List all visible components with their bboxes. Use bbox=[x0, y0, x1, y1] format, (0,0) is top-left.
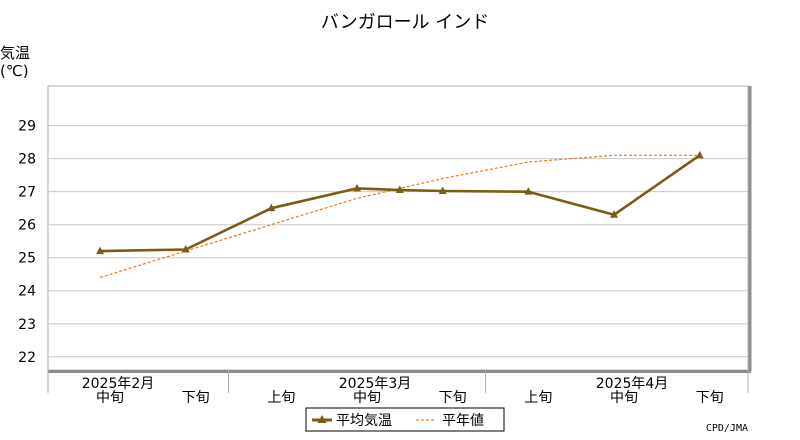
legend-label-normal: 平年値 bbox=[442, 413, 484, 429]
y-tick-label: 28 bbox=[18, 152, 36, 168]
y-tick-label: 24 bbox=[18, 284, 36, 300]
data-point-mean bbox=[695, 150, 704, 159]
x-tick-label: 中旬 bbox=[96, 390, 124, 406]
y-axis-label: 気温 bbox=[0, 44, 30, 62]
legend-marker-mean bbox=[317, 415, 327, 423]
y-tick-label: 25 bbox=[18, 251, 36, 267]
y-tick-label: 22 bbox=[18, 350, 36, 366]
x-tick-label: 中旬 bbox=[610, 390, 638, 406]
x-tick-label: 下旬 bbox=[439, 390, 467, 406]
data-point-mean bbox=[610, 210, 619, 218]
y-axis-unit: (℃) bbox=[0, 62, 29, 80]
x-month-label: 2025年3月 bbox=[339, 376, 412, 392]
y-tick-label: 27 bbox=[18, 185, 36, 201]
x-tick-label: 中旬 bbox=[353, 390, 381, 406]
x-month-label: 2025年2月 bbox=[82, 376, 155, 392]
plot-area bbox=[47, 85, 749, 371]
credit-label: CPD/JMA bbox=[706, 423, 748, 434]
data-point-mean bbox=[395, 185, 404, 194]
data-point-mean bbox=[438, 186, 447, 195]
legend: 平均気温 平年値 bbox=[305, 407, 505, 432]
data-point-mean bbox=[96, 246, 104, 255]
y-tick-label: 29 bbox=[18, 119, 36, 135]
data-point-mean bbox=[524, 187, 533, 195]
y-tick-labels: 22 23 24 25 26 27 28 29 bbox=[18, 119, 36, 366]
y-tick-label: 23 bbox=[18, 317, 36, 333]
data-point-mean bbox=[181, 244, 190, 253]
x-month-label: 2025年4月 bbox=[596, 376, 669, 392]
series-group bbox=[96, 150, 704, 279]
x-tick-label: 上旬 bbox=[267, 390, 295, 406]
data-point-mean bbox=[267, 203, 276, 212]
y-tick-label: 26 bbox=[18, 218, 36, 234]
chart-title: バンガロール インド bbox=[321, 12, 490, 33]
legend-label-mean: 平均気温 bbox=[336, 413, 392, 429]
legend-box bbox=[305, 407, 505, 432]
data-point-mean bbox=[353, 183, 362, 192]
x-tick-label: 上旬 bbox=[524, 390, 552, 406]
x-tick-label: 下旬 bbox=[182, 390, 210, 406]
x-tick-label: 下旬 bbox=[696, 390, 724, 406]
